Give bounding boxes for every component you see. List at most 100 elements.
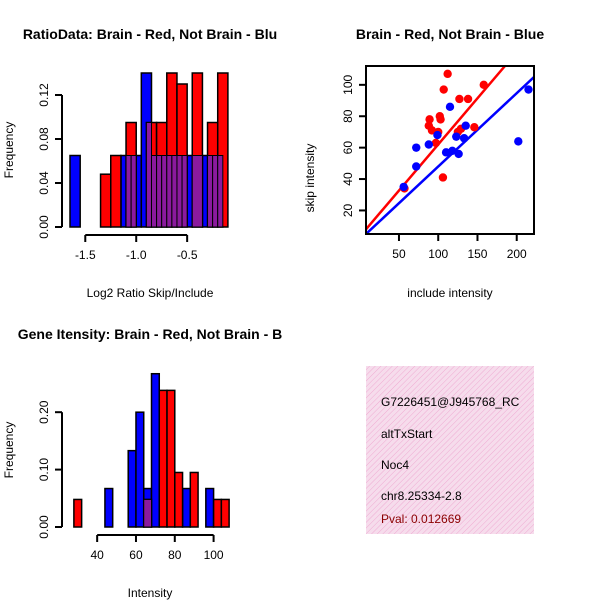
scatter-fit-line-not-brain [366,76,534,234]
scatter-y-tick-label: 80 [341,109,355,123]
ratio-hist-overlap-bar [166,155,173,228]
intensity-hist-bar-not-brain [135,411,145,528]
intensity-hist-xlabel: Intensity [128,586,173,600]
ratio-hist-y-tick-label: 0.04 [37,171,51,195]
intensity-hist-x-tick-label: 60 [129,548,143,562]
scatter-point-brain [455,94,464,104]
scatter-point-not-brain [441,148,451,157]
ratio-hist-overlap-bar [145,122,152,228]
intensity-hist-bar-not-brain [127,449,137,528]
intensity-hist-axes: 40 60 80 100 0.00 0.10 0.20 [37,400,224,562]
ratio-hist-bar-brain [99,173,112,228]
scatter-y-tick-label: 60 [341,141,355,155]
ratio-hist-y-tick-label: 0.08 [37,127,51,151]
info-panel-background [366,366,534,534]
intensity-hist-bar-not-brain [181,487,192,528]
intensity-hist-y-tick-label: 0.00 [37,515,51,539]
ratio-hist-overlap-bar [125,155,132,228]
intensity-hist-y-tick-label: 0.10 [37,458,51,482]
ratio-hist-overlap-bar [212,155,219,228]
scatter-point-not-brain [399,182,408,192]
intensity-histogram-panel: Gene Itensity: Brain - Red, Not Brain - … [2,326,282,600]
scatter-point-not-brain [448,146,457,155]
intensity-hist-bar-not-brain [150,372,161,528]
intensity-hist-bar-brain [174,471,184,528]
ratio-hist-overlap-bar [176,155,183,228]
scatter-point-not-brain [454,149,463,159]
ratio-hist-axes: -1.5 -1.0 -0.5 0.00 0.04 0.08 0.12 [37,83,198,262]
scatter-point-not-brain [514,137,523,146]
scatter-y-tick-label: 20 [341,203,355,217]
intensity-hist-y-tick-label: 0.20 [37,400,51,424]
scatter-point-not-brain [412,162,421,171]
intensity-hist-ylabel: Frequency [2,422,16,479]
scatter-point-not-brain [412,143,421,152]
info-panel: G7226451@J945768_RC altTxStart Noc4 chr8… [366,366,534,534]
ratio-hist-ylabel: Frequency [2,122,16,179]
scatter-axes: 50 100 150 200 20 40 60 80 100 [341,65,535,261]
intensity-hist-x-tick-label: 40 [90,548,104,562]
scatter-point-not-brain [424,140,434,149]
scatter-point-not-brain [433,130,442,140]
ratio-hist-overlap-bar [181,155,188,228]
scatter-xlabel: include intensity [407,286,492,300]
scatter-x-tick-label: 150 [467,247,487,261]
ratio-hist-bar-not-brain [69,154,81,228]
scatter-point-brain [463,94,473,104]
scatter-ylabel: skip intensity [303,144,317,213]
ratio-hist-overlap-bar [217,155,224,228]
ratio-hist-y-tick-label: 0.12 [37,83,51,107]
scatter-fit-line-brain [366,66,506,231]
intensity-scatter-panel: Brain - Red, Not Brain - Blue 50 100 150 20… [303,26,544,300]
scatter-y-tick-label: 40 [341,172,355,186]
scatter-point-brain [425,115,434,124]
intensity-hist-x-tick-label: 100 [204,548,224,562]
scatter-x-tick-label: 100 [428,247,448,261]
ratio-histogram-panel: RatioData: Brain - Red, Not Brain - Blu … [2,26,277,300]
scatter-point-brain [443,69,452,79]
ratio-hist-overlap-bar [171,155,178,228]
ratio-hist-overlap-bar [191,155,203,228]
intensity-hist-bar-brain [189,471,199,528]
info-location: chr8.25334-2.8 [381,489,462,503]
intensity-hist-bar-not-brain [104,487,114,528]
intensity-hist-x-tick-label: 80 [168,548,182,562]
ratio-hist-title: RatioData: Brain - Red, Not Brain - Blu [23,26,277,42]
scatter-plot-area [366,66,534,234]
intensity-hist-bar-brain [158,389,168,528]
scatter-point-brain [439,85,448,94]
ratio-hist-bars [69,72,229,228]
ratio-hist-xlabel: Log2 Ratio Skip/Include [87,286,214,300]
intensity-hist-bar-brain [212,498,223,528]
intensity-hist-bar-brain [166,389,176,528]
scatter-point-brain [431,138,441,148]
intensity-hist-bars [73,372,230,528]
scatter-y-tick-label: 100 [341,75,355,95]
ratio-hist-x-tick-label: -0.5 [177,248,198,262]
intensity-hist-title: Gene Itensity: Brain - Red, Not Brain - … [18,326,282,342]
ratio-hist-overlap-bar [151,155,158,228]
ratio-hist-overlap-bar [130,155,137,228]
ratio-hist-overlap-bar [156,155,163,228]
scatter-point-not-brain [524,85,533,94]
ratio-hist-overlap-bar [207,155,214,228]
ratio-hist-bar-brain [110,154,122,228]
scatter-point-brain [438,173,448,182]
intensity-hist-bar-brain [73,498,83,528]
scatter-point-brain [479,80,488,90]
info-event-type: altTxStart [381,427,433,441]
intensity-hist-bar-brain [220,498,230,528]
scatter-point-brain [470,123,479,132]
scatter-title: Brain - Red, Not Brain - Blue [356,26,544,42]
scatter-point-brain [436,115,445,124]
scatter-point-not-brain [461,121,470,130]
scatter-x-tick-label: 50 [392,247,406,261]
ratio-hist-x-tick-label: -1.5 [75,248,96,262]
ratio-hist-y-tick-label: 0.00 [37,215,51,239]
scatter-point-not-brain [452,132,461,141]
scatter-point-brain [427,126,437,135]
info-pvalue: Pval: 0.012669 [381,512,461,526]
intensity-hist-overlap-bar [143,498,153,528]
info-probe-id: G7226451@J945768_RC [381,395,520,409]
